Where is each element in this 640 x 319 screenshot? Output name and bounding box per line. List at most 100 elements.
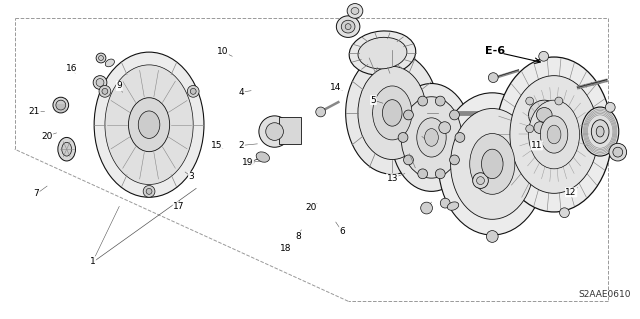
- Text: 13: 13: [387, 174, 398, 183]
- Ellipse shape: [526, 97, 534, 105]
- Ellipse shape: [609, 143, 627, 161]
- Ellipse shape: [529, 100, 580, 169]
- Ellipse shape: [56, 100, 66, 110]
- Text: 9: 9: [116, 81, 122, 91]
- Ellipse shape: [529, 100, 560, 130]
- Ellipse shape: [337, 16, 360, 37]
- Ellipse shape: [449, 155, 460, 165]
- Ellipse shape: [256, 152, 269, 162]
- Text: 3: 3: [189, 172, 195, 181]
- Ellipse shape: [591, 120, 609, 143]
- Text: 19: 19: [242, 158, 253, 167]
- Ellipse shape: [105, 59, 115, 67]
- Text: 4: 4: [239, 88, 244, 97]
- Ellipse shape: [440, 198, 450, 208]
- Ellipse shape: [540, 116, 568, 153]
- Text: 20: 20: [42, 131, 52, 141]
- Text: 11: 11: [531, 141, 542, 150]
- Ellipse shape: [435, 169, 445, 179]
- Ellipse shape: [418, 96, 428, 106]
- Ellipse shape: [547, 125, 561, 144]
- Ellipse shape: [347, 4, 363, 18]
- Ellipse shape: [188, 85, 199, 97]
- Text: 16: 16: [67, 64, 78, 73]
- Text: 10: 10: [217, 47, 228, 56]
- Ellipse shape: [417, 118, 446, 157]
- Ellipse shape: [96, 78, 104, 86]
- Ellipse shape: [539, 51, 548, 61]
- Ellipse shape: [605, 102, 615, 112]
- Ellipse shape: [99, 56, 104, 61]
- Ellipse shape: [94, 52, 204, 197]
- Ellipse shape: [404, 155, 413, 165]
- Ellipse shape: [372, 86, 412, 140]
- Ellipse shape: [555, 125, 563, 133]
- Ellipse shape: [190, 88, 196, 94]
- Ellipse shape: [534, 122, 546, 134]
- Ellipse shape: [146, 189, 152, 194]
- Ellipse shape: [58, 137, 76, 161]
- Ellipse shape: [96, 53, 106, 63]
- Ellipse shape: [496, 57, 612, 212]
- Ellipse shape: [420, 202, 433, 214]
- Ellipse shape: [383, 100, 402, 126]
- Text: 17: 17: [173, 202, 184, 211]
- Ellipse shape: [259, 116, 291, 147]
- Ellipse shape: [451, 108, 534, 219]
- Ellipse shape: [358, 66, 427, 160]
- Ellipse shape: [435, 96, 445, 106]
- Ellipse shape: [246, 159, 254, 165]
- Ellipse shape: [473, 173, 488, 189]
- Ellipse shape: [582, 107, 619, 156]
- Text: S2AAE0610: S2AAE0610: [579, 290, 631, 299]
- Ellipse shape: [447, 202, 459, 210]
- Ellipse shape: [404, 110, 413, 120]
- Ellipse shape: [486, 231, 498, 242]
- Ellipse shape: [613, 147, 623, 157]
- Text: 6: 6: [339, 227, 345, 236]
- Ellipse shape: [536, 108, 552, 122]
- Text: 8: 8: [295, 232, 301, 241]
- Ellipse shape: [398, 132, 408, 142]
- Ellipse shape: [481, 149, 503, 179]
- Ellipse shape: [93, 76, 107, 89]
- Ellipse shape: [266, 123, 284, 140]
- Ellipse shape: [351, 8, 359, 14]
- Text: 21: 21: [29, 107, 40, 115]
- Text: 14: 14: [330, 83, 342, 92]
- Text: 20: 20: [305, 204, 316, 212]
- Text: 15: 15: [211, 141, 222, 150]
- Text: 5: 5: [371, 96, 376, 105]
- Ellipse shape: [439, 122, 451, 134]
- Ellipse shape: [99, 85, 111, 97]
- Ellipse shape: [424, 129, 438, 146]
- Text: E-6: E-6: [485, 46, 506, 56]
- Ellipse shape: [345, 24, 351, 30]
- Ellipse shape: [143, 185, 155, 197]
- Bar: [280, 117, 301, 144]
- Ellipse shape: [488, 73, 498, 83]
- Ellipse shape: [62, 142, 72, 156]
- Ellipse shape: [596, 126, 604, 137]
- Ellipse shape: [477, 177, 484, 184]
- Ellipse shape: [520, 92, 569, 138]
- Text: 7: 7: [33, 189, 39, 198]
- Ellipse shape: [438, 93, 546, 235]
- Ellipse shape: [102, 88, 108, 94]
- Ellipse shape: [418, 169, 428, 179]
- Ellipse shape: [470, 134, 515, 194]
- Ellipse shape: [449, 110, 460, 120]
- Ellipse shape: [346, 52, 439, 174]
- Text: 18: 18: [280, 244, 291, 253]
- Ellipse shape: [358, 37, 407, 69]
- Text: 1: 1: [90, 257, 96, 266]
- Ellipse shape: [401, 97, 462, 178]
- Ellipse shape: [493, 157, 503, 167]
- Ellipse shape: [316, 107, 326, 117]
- Ellipse shape: [510, 76, 598, 193]
- Ellipse shape: [53, 97, 68, 113]
- Ellipse shape: [138, 111, 160, 138]
- Ellipse shape: [526, 125, 534, 133]
- Text: 2: 2: [239, 141, 244, 150]
- Ellipse shape: [349, 31, 416, 75]
